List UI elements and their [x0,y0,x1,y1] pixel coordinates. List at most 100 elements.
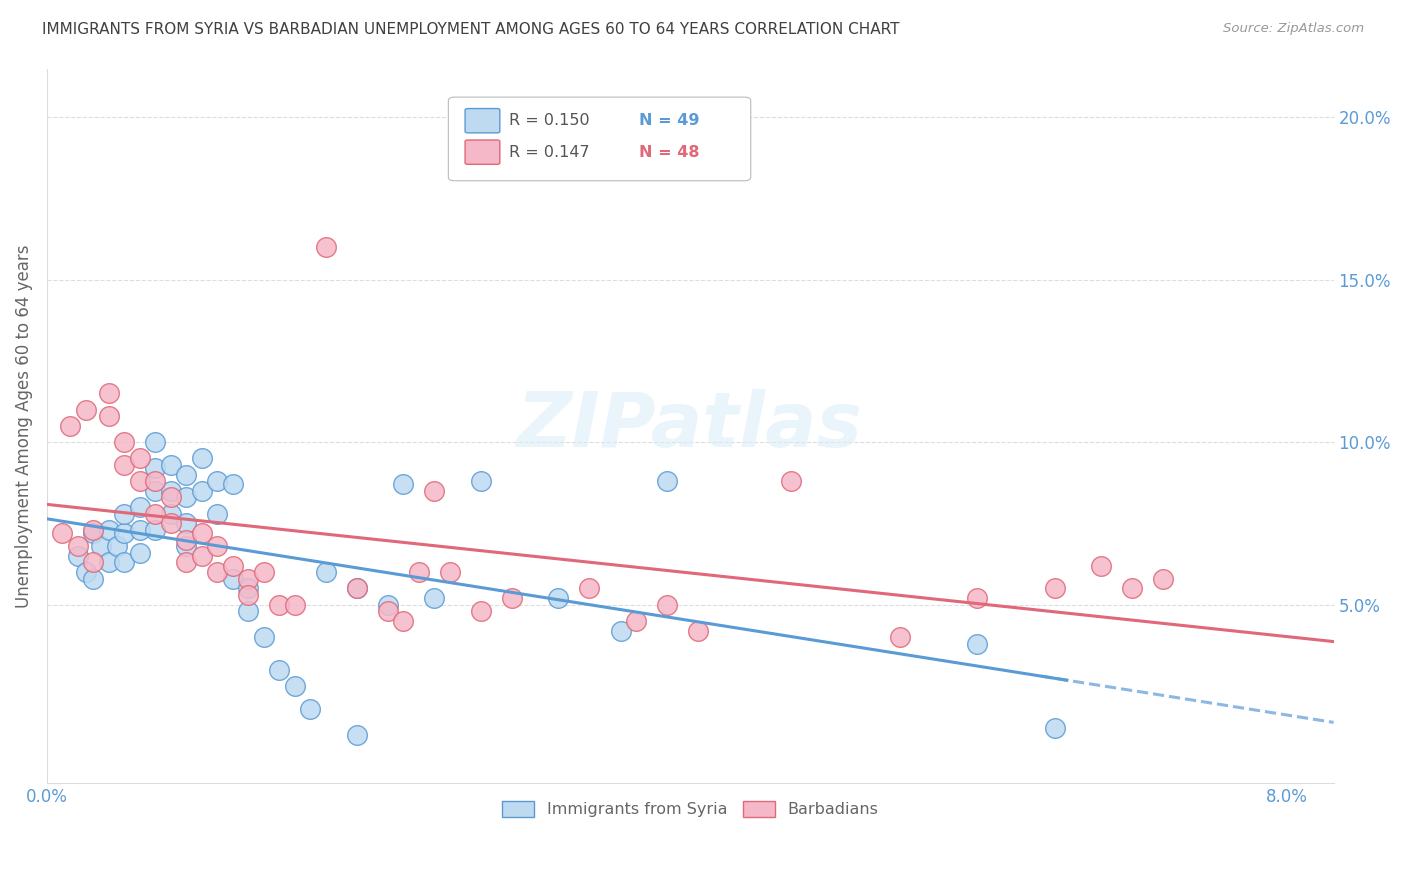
Point [59,419,82,434]
Point [299,701,322,715]
Point [253,565,276,579]
FancyBboxPatch shape [449,97,751,181]
Point [253,630,276,644]
Point [470,604,492,618]
Point [66,549,89,563]
Point [686,624,709,638]
Point [129,546,152,560]
Point [423,591,446,606]
Point [346,582,368,596]
Point [1043,582,1066,596]
Y-axis label: Unemployment Among Ages 60 to 64 years: Unemployment Among Ages 60 to 64 years [15,244,32,607]
Point [82,572,104,586]
Point [97,409,120,424]
Point [160,507,183,521]
Point [82,556,104,570]
Point [470,474,492,488]
Point [377,598,399,612]
Point [112,507,135,521]
Point [1152,572,1174,586]
Point [889,630,911,644]
Point [392,477,415,491]
FancyBboxPatch shape [465,109,499,133]
Point [315,240,337,254]
Point [578,582,600,596]
Point [112,556,135,570]
Point [145,483,167,498]
Point [346,582,368,596]
Legend: Immigrants from Syria, Barbadians: Immigrants from Syria, Barbadians [494,793,887,825]
Point [191,549,214,563]
Text: IMMIGRANTS FROM SYRIA VS BARBADIAN UNEMPLOYMENT AMONG AGES 60 TO 64 YEARS CORREL: IMMIGRANTS FROM SYRIA VS BARBADIAN UNEMP… [42,22,900,37]
Point [160,516,183,531]
Point [966,591,988,606]
Point [112,435,135,450]
Point [439,565,461,579]
Point [112,458,135,472]
Point [145,474,167,488]
Point [160,491,183,505]
Point [112,526,135,541]
Point [145,461,167,475]
Point [129,474,152,488]
Point [145,435,167,450]
Point [207,507,229,521]
Point [145,507,167,521]
Point [191,483,214,498]
Point [51,526,73,541]
Point [346,728,368,742]
Text: N = 49: N = 49 [638,113,699,128]
Point [392,614,415,628]
Point [1043,721,1066,735]
Point [129,451,152,466]
Point [269,663,291,677]
Point [82,523,104,537]
Point [238,582,260,596]
FancyBboxPatch shape [465,140,499,164]
Point [222,477,245,491]
Point [145,523,167,537]
Point [547,591,569,606]
Point [238,588,260,602]
Point [423,483,446,498]
Point [1121,582,1143,596]
Point [780,474,803,488]
Point [408,565,430,579]
Point [176,467,198,482]
Point [160,483,183,498]
Point [75,402,97,417]
Point [176,516,198,531]
Point [176,533,198,547]
Point [176,539,198,553]
Point [501,591,523,606]
Text: N = 48: N = 48 [638,145,699,160]
Point [284,598,307,612]
Point [207,565,229,579]
Point [97,556,120,570]
Point [238,572,260,586]
Point [207,474,229,488]
Point [176,491,198,505]
Point [1090,558,1112,573]
Text: R = 0.147: R = 0.147 [509,145,589,160]
Point [176,556,198,570]
Point [966,637,988,651]
Point [97,523,120,537]
Point [609,624,631,638]
Point [207,539,229,553]
Point [97,386,120,401]
Text: Source: ZipAtlas.com: Source: ZipAtlas.com [1223,22,1364,36]
Point [238,604,260,618]
Point [222,558,245,573]
Point [129,500,152,515]
Point [284,679,307,693]
Point [222,572,245,586]
Point [129,523,152,537]
Point [191,526,214,541]
Point [655,474,678,488]
Point [655,598,678,612]
Point [160,458,183,472]
Point [66,539,89,553]
Point [377,604,399,618]
Point [191,451,214,466]
